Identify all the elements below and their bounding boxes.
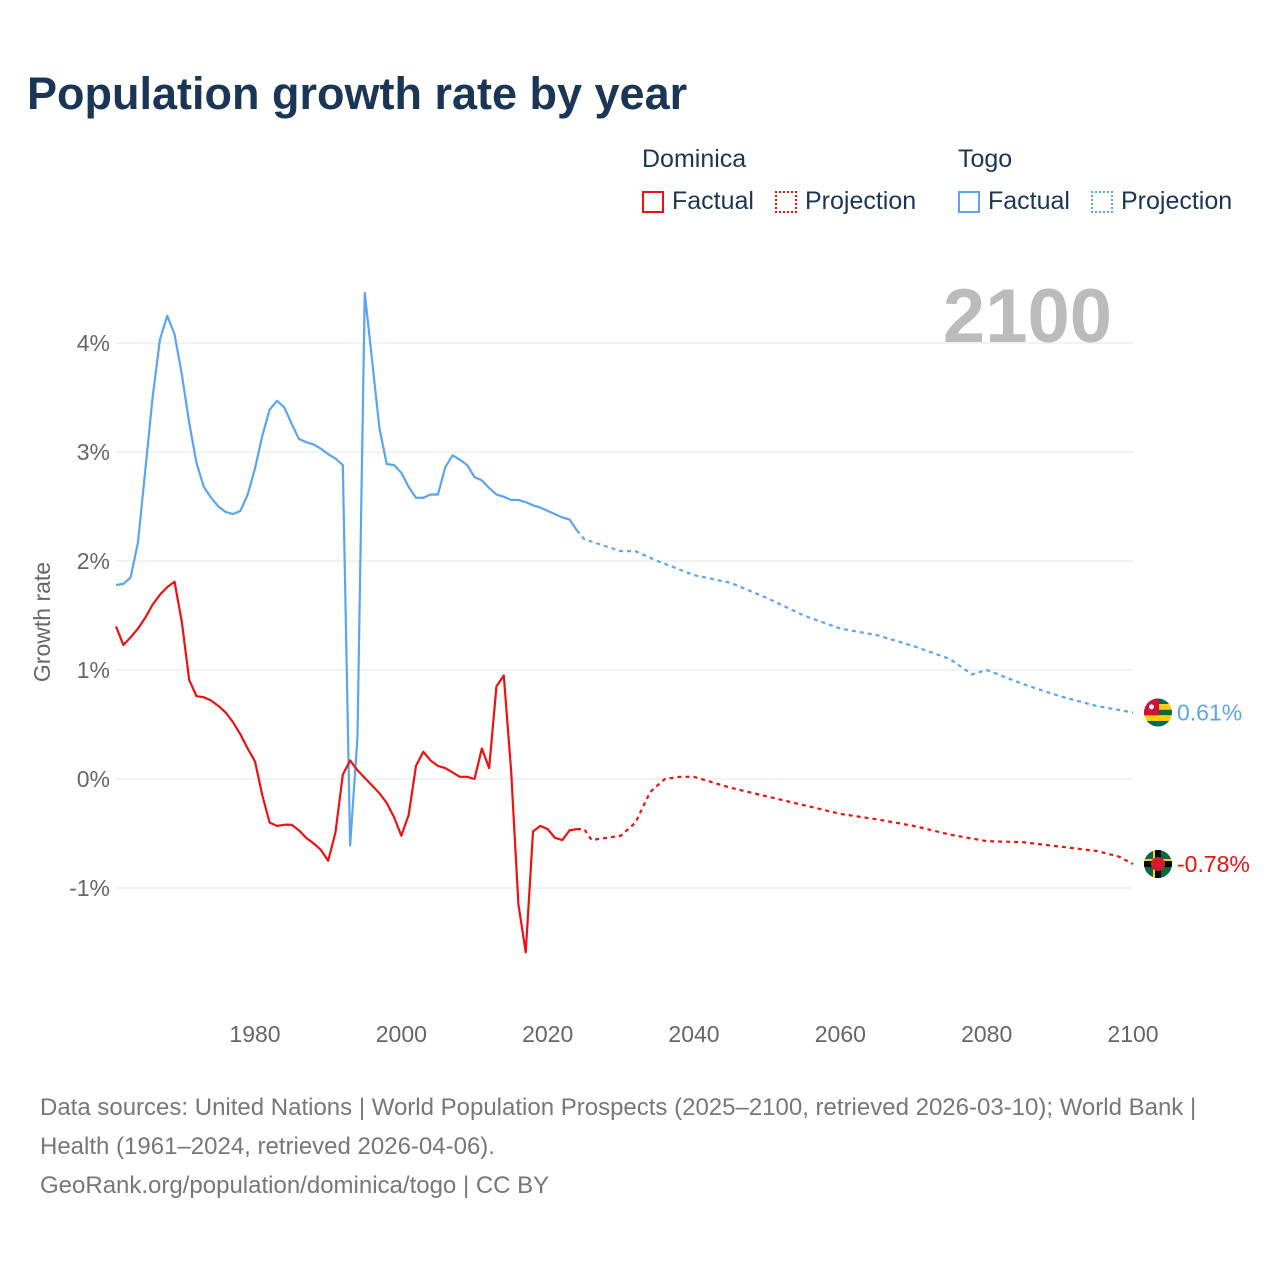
x-tick-label: 2020	[522, 1021, 573, 1047]
togo-flag-icon	[1144, 698, 1172, 727]
flag-body	[1144, 698, 1172, 727]
dominica-flag-icon	[1144, 850, 1172, 879]
legend-dotted-swatch	[1091, 190, 1113, 213]
y-tick-label: 4%	[77, 330, 110, 356]
dominica-factual-line	[114, 580, 578, 954]
x-tick-label: 1980	[229, 1021, 280, 1047]
flag-stripe	[1144, 720, 1172, 727]
togo-factual-line	[115, 291, 578, 847]
footer: Data sources: United Nations | World Pop…	[40, 1088, 1240, 1205]
y-tick-label: 0%	[77, 766, 110, 792]
y-tick-label: 2%	[77, 548, 110, 574]
legend-dominica-projection[interactable]: Projection	[775, 187, 916, 216]
flag-stripe	[1144, 715, 1172, 721]
x-tick-label: 2080	[961, 1021, 1012, 1047]
chart-title: Population growth rate by year	[27, 68, 688, 119]
data-sources: Data sources: United Nations | World Pop…	[40, 1094, 1197, 1160]
x-tick-label: 2100	[1107, 1021, 1158, 1047]
y-axis-label: Growth rate	[29, 562, 55, 682]
flag-body	[1144, 850, 1172, 879]
flag-disc	[1151, 857, 1165, 872]
legend-dominica-factual[interactable]: Factual	[642, 187, 754, 216]
x-tick-label: 2000	[376, 1021, 427, 1047]
legend-label: Projection	[1121, 187, 1233, 215]
legend-solid-swatch	[958, 190, 980, 213]
legend-label: Factual	[988, 187, 1070, 215]
legend-label: Factual	[672, 187, 754, 215]
legend-group-label: Togo	[958, 145, 1013, 173]
togo-projection-line	[576, 529, 1134, 714]
x-tick-label: 2060	[815, 1021, 866, 1047]
flag-star	[1149, 704, 1154, 710]
legend-dotted-swatch	[775, 190, 797, 213]
y-tick-label: 3%	[77, 439, 110, 465]
togo-end-value-label: 0.61%	[1177, 700, 1242, 726]
y-tick-label: 1%	[77, 657, 110, 683]
dominica-end-value-label: -0.78%	[1177, 851, 1250, 877]
year-watermark: 2100	[943, 274, 1112, 359]
legend-label: Projection	[805, 187, 917, 215]
legend-solid-swatch	[642, 190, 664, 213]
y-tick-label: -1%	[69, 875, 110, 901]
legend-togo-projection[interactable]: Projection	[1091, 187, 1232, 216]
x-tick-label: 2040	[668, 1021, 719, 1047]
dominica-projection-line	[576, 775, 1134, 865]
legend-togo-factual[interactable]: Factual	[958, 187, 1070, 216]
legend-group-label: Dominica	[642, 145, 747, 173]
credit-link[interactable]: GeoRank.org/population/dominica/togo | C…	[40, 1172, 550, 1199]
